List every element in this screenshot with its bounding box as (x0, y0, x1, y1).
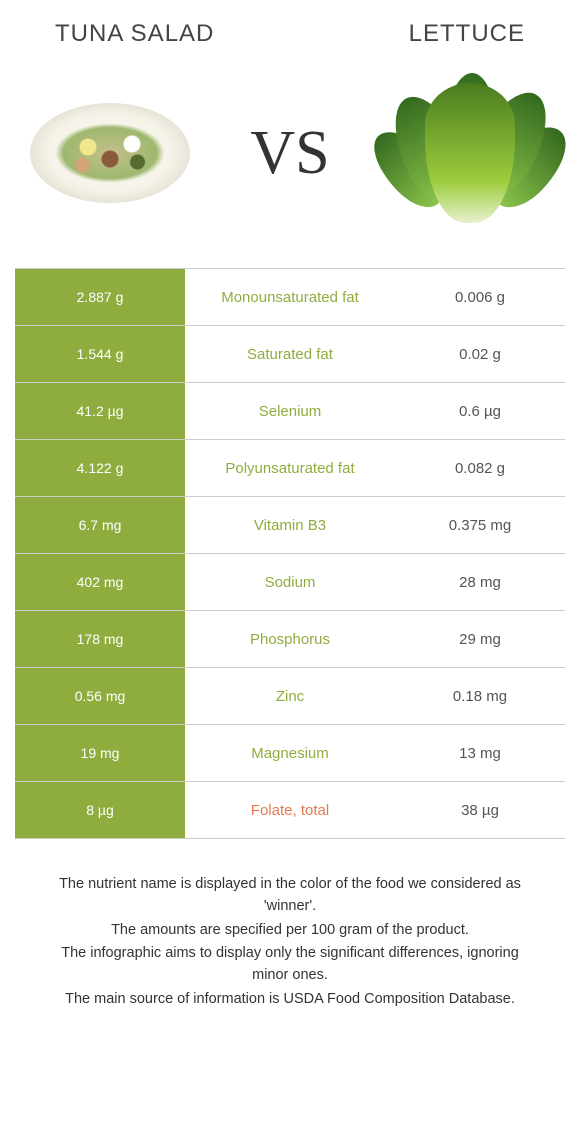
table-row: 8 µgFolate, total38 µg (15, 782, 565, 839)
nutrient-label: Polyunsaturated fat (185, 440, 395, 496)
nutrient-label: Phosphorus (185, 611, 395, 667)
right-value: 0.006 g (395, 269, 565, 325)
vs-label: VS (250, 118, 329, 189)
footnote-line: The infographic aims to display only the… (45, 943, 535, 987)
table-row: 6.7 mgVitamin B30.375 mg (15, 497, 565, 554)
left-value: 41.2 µg (15, 383, 185, 439)
table-row: 178 mgPhosphorus29 mg (15, 611, 565, 668)
right-value: 13 mg (395, 725, 565, 781)
nutrient-label: Folate, total (185, 782, 395, 838)
nutrient-label: Magnesium (185, 725, 395, 781)
nutrient-label: Vitamin B3 (185, 497, 395, 553)
left-value: 178 mg (15, 611, 185, 667)
left-value: 6.7 mg (15, 497, 185, 553)
right-value: 0.082 g (395, 440, 565, 496)
table-row: 1.544 gSaturated fat0.02 g (15, 326, 565, 383)
table-row: 0.56 mgZinc0.18 mg (15, 668, 565, 725)
left-value: 1.544 g (15, 326, 185, 382)
nutrient-label: Sodium (185, 554, 395, 610)
nutrient-label: Zinc (185, 668, 395, 724)
footnote-line: The nutrient name is displayed in the co… (45, 874, 535, 918)
table-row: 2.887 gMonounsaturated fat0.006 g (15, 269, 565, 326)
table-row: 41.2 µgSelenium0.6 µg (15, 383, 565, 440)
food-title-left: TUNA SALAD (55, 20, 214, 48)
table-row: 19 mgMagnesium13 mg (15, 725, 565, 782)
right-value: 29 mg (395, 611, 565, 667)
footnote-line: The main source of information is USDA F… (45, 989, 535, 1011)
food-title-right: LETTUCE (409, 20, 525, 48)
header-titles: TUNA SALAD LETTUCE (15, 20, 565, 58)
right-value: 0.6 µg (395, 383, 565, 439)
tuna-salad-image (25, 68, 195, 238)
comparison-table: 2.887 gMonounsaturated fat0.006 g1.544 g… (15, 268, 565, 839)
left-value: 402 mg (15, 554, 185, 610)
table-row: 402 mgSodium28 mg (15, 554, 565, 611)
left-value: 19 mg (15, 725, 185, 781)
right-value: 0.18 mg (395, 668, 565, 724)
left-value: 2.887 g (15, 269, 185, 325)
lettuce-image (385, 68, 555, 238)
right-value: 28 mg (395, 554, 565, 610)
vs-row: VS (15, 58, 565, 268)
left-value: 0.56 mg (15, 668, 185, 724)
table-row: 4.122 gPolyunsaturated fat0.082 g (15, 440, 565, 497)
nutrient-label: Saturated fat (185, 326, 395, 382)
left-value: 4.122 g (15, 440, 185, 496)
right-value: 38 µg (395, 782, 565, 838)
footnote-line: The amounts are specified per 100 gram o… (45, 920, 535, 942)
nutrient-label: Selenium (185, 383, 395, 439)
left-value: 8 µg (15, 782, 185, 838)
nutrient-label: Monounsaturated fat (185, 269, 395, 325)
right-value: 0.02 g (395, 326, 565, 382)
right-value: 0.375 mg (395, 497, 565, 553)
footnotes: The nutrient name is displayed in the co… (15, 839, 565, 1011)
